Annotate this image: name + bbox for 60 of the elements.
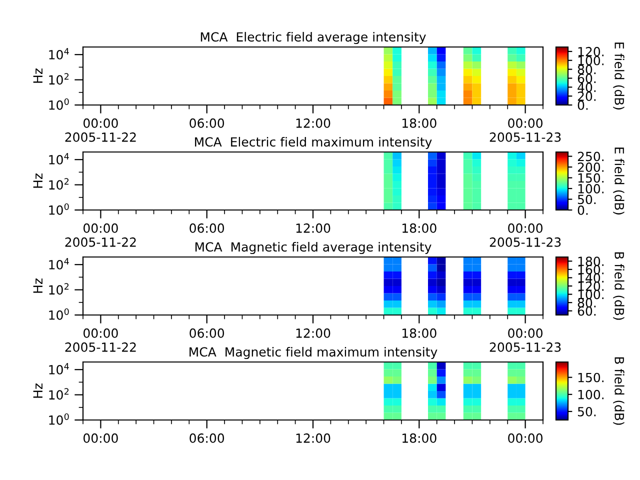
x-tick-label: 06:00: [190, 433, 224, 443]
y-tick-label: 10$^{0}$: [49, 203, 69, 215]
x-tick-label: 00:00 2005-11-23: [490, 118, 561, 142]
color-bar-label: 120.: [578, 46, 604, 56]
x-tick-label: 12:00: [296, 118, 330, 128]
color-bar-label: 50.: [578, 406, 596, 416]
color-bar-label: 150.: [578, 372, 604, 382]
x-tick-label: 00:00 2005-11-22: [65, 223, 136, 247]
x-tick-label: 00:00: [84, 433, 118, 443]
y-axis-title: Hz: [33, 68, 42, 83]
y-tick-label: 10$^{4}$: [49, 363, 69, 374]
x-tick-label: 06:00: [190, 223, 224, 233]
x-tick-label: 00:00: [508, 433, 542, 443]
color-bar-label: 0.: [578, 205, 588, 215]
color-bar-title: E field (dB): [613, 42, 624, 110]
color-bar-label: 40.: [578, 82, 596, 92]
y-tick-label: 10$^{0}$: [49, 98, 69, 110]
x-tick-label: 18:00: [402, 118, 436, 128]
chart-title: MCA Electric field average intensity: [200, 32, 426, 44]
y-tick-label: 10$^{4}$: [49, 48, 69, 60]
color-bar-label: 100.: [578, 184, 604, 194]
color-bar-label: 80.: [578, 64, 596, 74]
x-tick-label: 00:00 2005-11-22: [65, 118, 136, 142]
color-bar-label: 250.: [578, 152, 604, 162]
chart-title: MCA Magnetic field maximum intensity: [190, 346, 438, 360]
color-bar-title: B field (dB): [613, 357, 624, 425]
color-bar-label: 100.: [578, 390, 604, 400]
color-bar-label: 50.: [578, 194, 596, 204]
y-tick-label: 10$^{0}$: [49, 308, 69, 320]
y-tick-label: 10$^{4}$: [49, 258, 69, 270]
color-bar-label: 0.: [578, 100, 588, 110]
x-tick-label: 00:00 2005-11-23: [490, 328, 561, 352]
y-tick-label: 10$^{2}$: [49, 178, 69, 190]
x-tick-label: 00:00 2005-11-23: [490, 223, 561, 247]
color-bar-label: 150.: [578, 173, 604, 183]
y-tick-label: 10$^{2}$: [49, 388, 69, 400]
color-bar-label: 60.: [578, 74, 596, 84]
x-tick-label: 12:00: [296, 433, 330, 443]
y-axis-title: Hz: [33, 278, 42, 293]
y-tick-label: 10$^{2}$: [49, 73, 69, 85]
y-tick-label: 10$^{2}$: [49, 283, 69, 295]
x-tick-label: 18:00: [402, 328, 436, 338]
y-axis-title: Hz: [33, 384, 42, 398]
color-bar-label: 100.: [578, 56, 604, 66]
x-tick-label: 18:00: [402, 433, 436, 443]
chart-title: MCA Electric field maximum intensity: [195, 136, 432, 150]
color-bar-title: B field (dB): [613, 252, 624, 320]
color-bar-title: E field (dB): [613, 148, 624, 214]
y-axis-title: Hz: [33, 174, 42, 188]
color-bar-label: 20.: [578, 92, 596, 102]
chart-title: MCA Magnetic field average intensity: [195, 242, 432, 254]
x-tick-label: 00:00 2005-11-22: [65, 328, 136, 352]
y-tick-label: 10$^{0}$: [49, 413, 69, 425]
x-tick-label: 06:00: [190, 328, 224, 338]
x-tick-label: 12:00: [296, 328, 330, 338]
x-tick-label: 18:00: [402, 223, 436, 233]
x-tick-label: 12:00: [296, 223, 330, 233]
color-bar-label: 200.: [578, 162, 604, 172]
x-tick-label: 06:00: [190, 118, 224, 128]
y-tick-label: 10$^{4}$: [49, 153, 69, 164]
